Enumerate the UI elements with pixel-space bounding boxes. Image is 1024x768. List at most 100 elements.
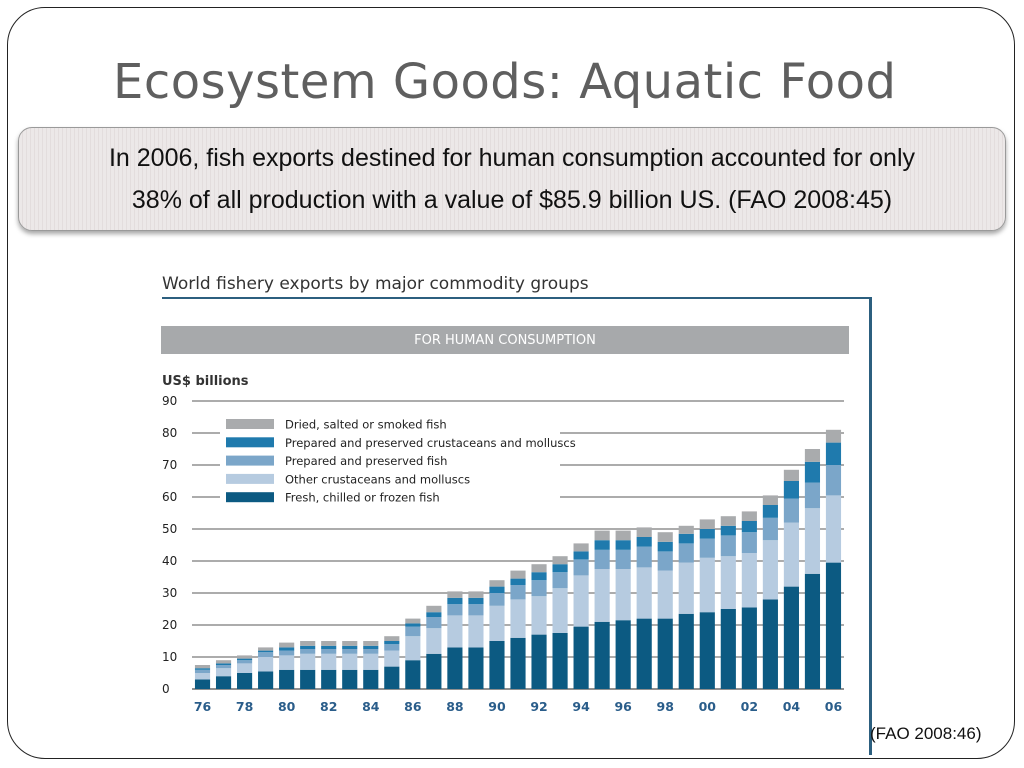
x-tick-label: 78 [236,699,253,714]
bar-segment: Fresh, chilled or frozen fish 85: 7 [384,666,400,689]
bar-segment: Fresh, chilled or frozen fish 78: 5 [237,673,253,689]
bar-segment: Prepared and preserved fish 80: 1.5 [279,650,295,656]
bar-segment: Other crustaceans and molluscs 83: 5 [342,653,358,670]
x-tick-label: 02 [741,699,758,714]
bar-segment: Other crustaceans and molluscs 90: 11 [489,605,505,641]
bar-segment: Other crustaceans and molluscs 03: 18.5 [762,540,778,600]
y-tick-label: 40 [162,554,177,568]
bar-segment: Fresh, chilled or frozen fish 81: 6 [300,669,316,689]
bar-segment: Prepared and preserved crustaceans and m… [699,529,715,539]
bar-segment: Dried, salted or smoked fish 93: 2.5 [552,556,568,565]
bar-segment: Prepared and preserved crustaceans and m… [258,650,274,653]
bar-segment: Other crustaceans and molluscs 97: 16 [636,567,652,619]
bar-segment: Dried, salted or smoked fish 92: 2.5 [531,564,547,573]
bar-segment: Prepared and preserved fish 77: 1 [215,665,232,669]
bar-segment: Fresh, chilled or frozen fish 06: 39.5 [825,562,842,689]
bar-segment: Prepared and preserved crustaceans and m… [531,572,547,581]
legend-box [220,413,560,509]
bar-segment: Prepared and preserved crustaceans and m… [678,533,694,544]
bar-segment: Other crustaceans and molluscs 76: 2 [194,673,211,680]
bar-segment: Prepared and preserved fish 93: 5 [552,572,568,589]
bar-segment: Fresh, chilled or frozen fish 05: 36 [804,573,821,689]
y-tick-label: 60 [162,490,177,504]
bar-segment: Dried, salted or smoked fish 06: 4 [825,429,842,443]
bar-segment: Fresh, chilled or frozen fish 97: 22 [636,618,652,689]
x-tick-label: 86 [404,699,422,714]
bar-segment: Dried, salted or smoked fish 90: 2 [489,580,505,587]
bar-segment: Dried, salted or smoked fish 94: 2.5 [573,543,589,552]
bar-segment: Other crustaceans and molluscs 80: 4.5 [279,655,295,670]
legend-label: Prepared and preserved fish [285,454,447,468]
bar-segment: Dried, salted or smoked fish 04: 3.5 [783,469,799,481]
bar-segment: Prepared and preserved crustaceans and m… [741,521,757,533]
bar-segment: Fresh, chilled or frozen fish 91: 16 [510,637,526,689]
bar-segment: Fresh, chilled or frozen fish 03: 28 [762,599,778,689]
bar-segment: Other crustaceans and molluscs 81: 5 [300,653,316,670]
bar-segment: Fresh, chilled or frozen fish 82: 6 [321,669,337,689]
bar-segment: Fresh, chilled or frozen fish 80: 6 [279,669,295,689]
bar-segment: Prepared and preserved crustaceans and m… [342,645,358,649]
x-tick-label: 96 [614,699,632,714]
x-tick-label: 84 [362,699,380,714]
bar-segment: Dried, salted or smoked fish 84: 1.5 [363,641,379,646]
bar-segment: Prepared and preserved crustaceans and m… [279,647,295,651]
bar-segment: Other crustaceans and molluscs 89: 10 [468,615,484,648]
bar-segment: Prepared and preserved crustaceans and m… [468,597,484,605]
bar-segment: Prepared and preserved fish 97: 6.5 [636,546,652,568]
x-tick-label: 00 [699,699,717,714]
bar-segment: Dried, salted or smoked fish 95: 3 [594,530,610,541]
bar-segment: Prepared and preserved fish 91: 4.5 [510,585,526,600]
bar-segment: Dried, salted or smoked fish 96: 3 [615,530,631,541]
bar-segment: Prepared and preserved crustaceans and m… [489,586,505,593]
bar-segment: Prepared and preserved crustaceans and m… [426,612,442,617]
bar-segment: Prepared and preserved fish 82: 1.5 [321,649,337,654]
bar-segment: Dried, salted or smoked fish 82: 1.5 [321,641,337,646]
slide-frame [7,7,1015,759]
bar-segment: Prepared and preserved crustaceans and m… [783,481,799,499]
legend-swatch [226,437,274,448]
bar-segment: Dried, salted or smoked fish 76: 1 [194,665,211,669]
bar-segment: Prepared and preserved fish 02: 6.5 [741,532,757,553]
y-tick-label: 80 [162,426,177,440]
bar-segment: Prepared and preserved fish 84: 1.5 [363,649,379,654]
bar-segment: Prepared and preserved crustaceans and m… [384,641,400,645]
bar-segment: Other crustaceans and molluscs 01: 16.5 [720,556,736,609]
bar-segment: Other crustaceans and molluscs 98: 15 [657,570,673,619]
bar-segment: Dried, salted or smoked fish 01: 3 [720,516,736,526]
bar-segment: Prepared and preserved fish 81: 1.5 [300,649,316,654]
bar-segment: Prepared and preserved crustaceans and m… [804,461,821,483]
legend-label: Prepared and preserved crustaceans and m… [285,436,576,450]
bar-segment: Other crustaceans and molluscs 00: 17 [699,557,715,613]
bar-segment: Prepared and preserved crustaceans and m… [363,645,379,649]
legend-swatch [226,473,274,484]
bar-segment: Prepared and preserved fish 94: 5 [573,559,589,576]
bar-segment: Prepared and preserved crustaceans and m… [194,668,211,670]
legend-swatch [226,492,274,503]
bar-segment: Prepared and preserved crustaceans and m… [615,540,631,550]
bar-segment: Prepared and preserved fish 83: 1.5 [342,649,358,654]
y-tick-label: 70 [162,458,177,472]
x-tick-label: 06 [825,699,843,714]
bar-segment: Dried, salted or smoked fish 03: 3 [762,495,778,505]
bar-segment: Prepared and preserved crustaceans and m… [762,505,778,518]
y-tick-label: 30 [162,586,177,600]
bar-segment: Other crustaceans and molluscs 96: 16 [615,569,631,621]
bar-segment: Prepared and preserved fish 76: 1 [194,669,211,673]
bar-segment: Prepared and preserved fish 00: 6 [699,538,715,558]
bar-segment: Prepared and preserved crustaceans and m… [447,597,463,605]
y-axis-label: US$ billions [162,374,249,389]
bar-segment: Dried, salted or smoked fish 98: 3 [657,532,673,542]
bar-segment: Fresh, chilled or frozen fish 87: 11 [426,653,442,689]
bar-segment: Prepared and preserved fish 79: 1.5 [258,652,274,657]
bar-segment: Prepared and preserved crustaceans and m… [510,578,526,585]
y-tick-label: 0 [162,682,170,696]
bar-segment: Fresh, chilled or frozen fish 00: 24 [699,612,715,689]
bar-segment: Dried, salted or smoked fish 91: 2.5 [510,570,526,579]
bar-segment: Fresh, chilled or frozen fish 88: 13 [447,647,463,689]
bar-segment: Other crustaceans and molluscs 82: 5 [321,653,337,670]
x-tick-label: 94 [572,699,590,714]
bar-segment: Fresh, chilled or frozen fish 90: 15 [489,641,505,689]
bar-segment: Prepared and preserved crustaceans and m… [573,551,589,560]
bar-segment: Fresh, chilled or frozen fish 04: 32 [783,586,799,689]
bar-segment: Fresh, chilled or frozen fish 93: 17.5 [552,633,568,689]
